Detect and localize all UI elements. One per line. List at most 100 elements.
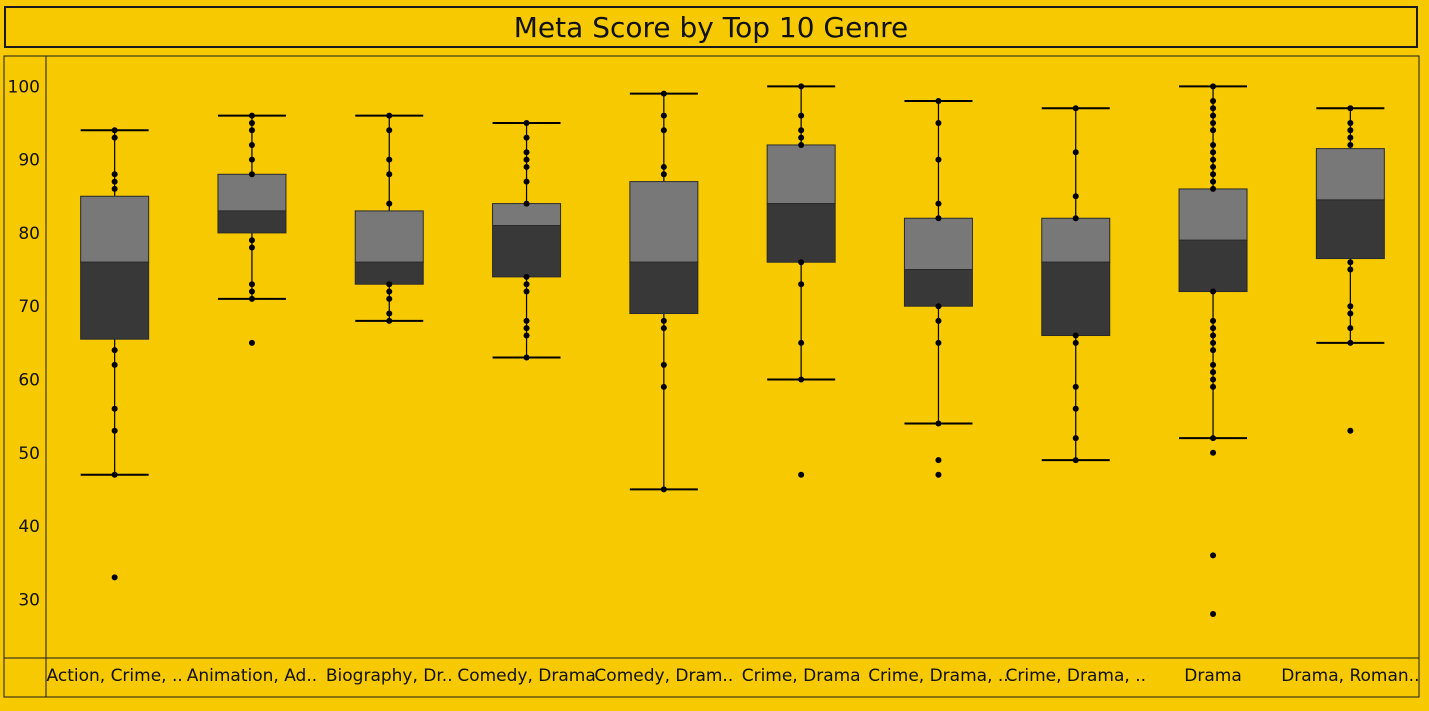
data-point <box>1072 215 1079 222</box>
data-point <box>798 134 805 141</box>
data-point <box>660 317 667 324</box>
box-lower-half <box>492 225 562 278</box>
data-point <box>1072 105 1079 112</box>
data-point <box>1210 435 1217 442</box>
data-point <box>1347 259 1354 266</box>
data-point <box>1210 369 1217 376</box>
data-point <box>1210 552 1217 559</box>
data-point <box>1210 611 1217 618</box>
data-point <box>111 405 118 412</box>
data-point <box>386 112 393 119</box>
x-tick-label: Crime, Drama, .. <box>868 666 1009 686</box>
data-point <box>1210 317 1217 324</box>
data-point <box>1347 266 1354 273</box>
data-point <box>386 127 393 134</box>
data-point <box>1347 105 1354 112</box>
data-point <box>660 383 667 390</box>
data-point <box>660 163 667 170</box>
data-point <box>798 127 805 134</box>
data-point <box>1210 376 1217 383</box>
data-point <box>523 317 530 324</box>
data-point <box>111 178 118 185</box>
data-point <box>1072 339 1079 346</box>
data-point <box>1072 149 1079 156</box>
x-axis: Action, Crime, .. Animation, Ad.. Biograph… <box>47 666 1420 686</box>
data-point <box>1347 141 1354 148</box>
box-group <box>629 90 699 493</box>
data-point <box>1210 325 1217 332</box>
data-point <box>523 332 530 339</box>
data-point <box>1347 134 1354 141</box>
x-tick-label: Biography, Dr.. <box>326 666 453 686</box>
data-point <box>523 281 530 288</box>
data-point <box>523 149 530 156</box>
data-point <box>1210 83 1217 90</box>
box-group <box>80 127 150 581</box>
data-point <box>386 200 393 207</box>
data-point <box>1210 163 1217 170</box>
box-group <box>1178 83 1248 618</box>
y-tick-label: 60 <box>18 370 40 390</box>
data-point <box>1072 193 1079 200</box>
data-point <box>523 354 530 361</box>
data-point <box>935 339 942 346</box>
data-point <box>248 127 255 134</box>
box-series <box>80 83 1385 618</box>
data-point <box>1210 112 1217 119</box>
data-point <box>386 295 393 302</box>
data-point <box>1210 288 1217 295</box>
data-point <box>386 288 393 295</box>
data-point <box>1210 178 1217 185</box>
data-point <box>386 281 393 288</box>
data-point <box>660 361 667 368</box>
data-point <box>1210 149 1217 156</box>
data-point <box>1072 383 1079 390</box>
x-tick-label: Animation, Ad.. <box>187 666 317 686</box>
data-point <box>1210 185 1217 192</box>
data-point <box>1210 119 1217 126</box>
x-tick-label: Drama, Roman.. <box>1281 666 1419 686</box>
data-point <box>1347 303 1354 310</box>
box-group <box>492 119 562 361</box>
box-group <box>1041 105 1111 464</box>
data-point <box>660 325 667 332</box>
x-tick-label: Comedy, Dram.. <box>594 666 733 686</box>
data-point <box>798 339 805 346</box>
data-point <box>1210 141 1217 148</box>
data-point <box>798 259 805 266</box>
data-point <box>1072 435 1079 442</box>
outer-border <box>3 55 1420 698</box>
data-point <box>111 134 118 141</box>
data-point <box>111 427 118 434</box>
data-point <box>1072 405 1079 412</box>
x-tick-label: Drama <box>1184 666 1241 686</box>
data-point <box>111 171 118 178</box>
data-point <box>1210 171 1217 178</box>
data-point <box>1347 339 1354 346</box>
box-upper-half <box>217 173 287 212</box>
data-point <box>386 156 393 163</box>
data-point <box>1210 361 1217 368</box>
data-point <box>248 295 255 302</box>
box-lower-half <box>766 203 836 263</box>
x-tick-label: Action, Crime, .. <box>47 666 183 686</box>
chart-title: Meta Score by Top 10 Genre <box>4 6 1418 48</box>
x-tick-label: Crime, Drama, .. <box>1006 666 1147 686</box>
data-point <box>660 90 667 97</box>
data-point <box>660 171 667 178</box>
data-point <box>1210 97 1217 104</box>
data-point <box>386 171 393 178</box>
data-point <box>111 471 118 478</box>
data-point <box>1347 119 1354 126</box>
box-lower-half <box>80 261 150 340</box>
data-point <box>1347 325 1354 332</box>
y-tick-label: 30 <box>18 590 40 610</box>
box-lower-half <box>903 269 973 307</box>
data-point <box>248 281 255 288</box>
data-point <box>248 156 255 163</box>
box-upper-half <box>629 181 699 263</box>
data-point <box>386 317 393 324</box>
data-point <box>660 112 667 119</box>
data-point <box>523 156 530 163</box>
